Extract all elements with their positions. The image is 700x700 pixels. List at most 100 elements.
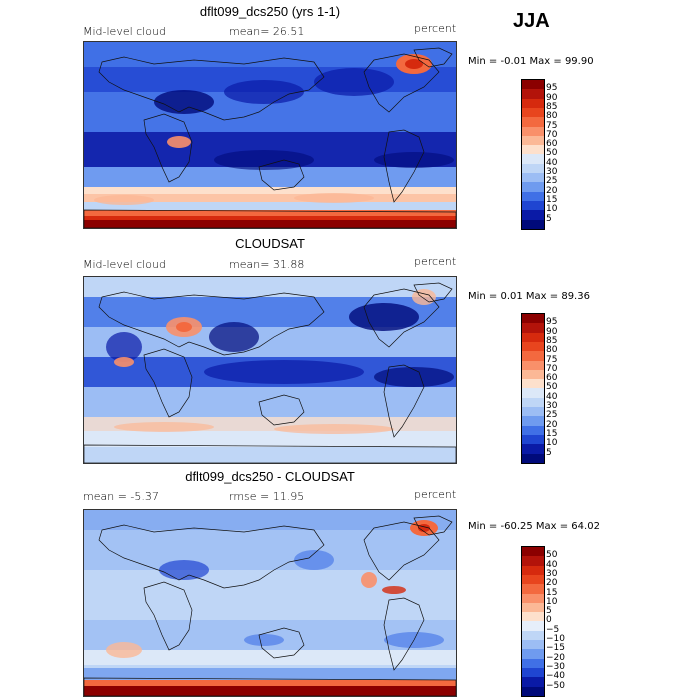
colorbar-swatch: [522, 407, 544, 417]
colorbar-tick-label: 15: [546, 587, 558, 598]
colorbar-tick-label: 10: [546, 596, 558, 607]
colorbar-swatch: [522, 163, 544, 174]
colorbar-swatch: [522, 379, 544, 389]
panel-1-mean-label: mean= 26.51: [229, 25, 305, 38]
colorbar-tick-label: 5: [546, 447, 552, 458]
colorbar-swatch: [522, 323, 544, 334]
colorbar-tick-label: 80: [546, 111, 558, 122]
panel-3-mean-label: mean = -5.37: [83, 490, 159, 503]
colorbar-swatch: [522, 135, 544, 146]
colorbar-box: [521, 546, 545, 697]
colorbar-swatch: [522, 154, 544, 165]
colorbar-swatch: [522, 191, 544, 202]
colorbar-tick-label: 90: [546, 326, 558, 337]
colorbar-swatch: [522, 200, 544, 211]
panel-1-title: dflt099_dcs250 (yrs 1-1): [199, 4, 341, 19]
colorbar-swatch: [522, 89, 544, 100]
colorbar-box: [521, 79, 545, 230]
colorbar-swatch: [522, 397, 544, 408]
colorbar-tick-label: 50: [546, 148, 558, 159]
colorbar-tick-label: 5: [546, 606, 552, 617]
panel-2-map: [83, 276, 457, 464]
colorbar-swatch: [522, 667, 544, 678]
colorbar-tick-label: 50: [546, 382, 558, 393]
panel-1-min-max: Min = -0.01 Max = 99.90: [468, 56, 594, 67]
colorbar-tick-label: 40: [546, 391, 558, 402]
colorbar-swatch: [522, 351, 544, 361]
colorbar-swatch: [522, 219, 544, 230]
panel-3-min-max: Min = -60.25 Max = 64.02: [468, 521, 600, 532]
colorbar-swatch: [522, 341, 544, 352]
colorbar-tick-label: 60: [546, 373, 558, 384]
colorbar-tick-label: 20: [546, 419, 558, 430]
colorbar-swatch: [522, 98, 544, 109]
panel-2-mean-label: mean= 31.88: [229, 258, 305, 271]
colorbar-tick-label: 15: [546, 428, 558, 439]
panel-1-units-label: percent: [414, 22, 457, 35]
colorbar-tick-label: −40: [546, 671, 565, 682]
colorbar-tick-label: −50: [546, 680, 565, 691]
panel-3-rmse-label: rmse = 11.95: [229, 490, 305, 503]
colorbar-swatch: [522, 182, 544, 193]
colorbar-swatch: [522, 658, 544, 669]
colorbar-swatch: [522, 360, 544, 371]
colorbar-tick-label: 85: [546, 335, 558, 346]
colorbar-tick-label: 30: [546, 568, 558, 579]
colorbar-tick-label: −10: [546, 634, 565, 644]
colorbar-swatch: [522, 565, 544, 576]
colorbar-tick-label: 10: [546, 438, 558, 449]
colorbar-swatch: [522, 630, 544, 641]
colorbar-swatch: [522, 593, 544, 604]
colorbar-tick-label: −5: [546, 624, 560, 635]
panel-3-map: [83, 509, 457, 697]
colorbar-tick-label: 10: [546, 204, 558, 215]
colorbar-tick-label: 80: [546, 345, 558, 356]
colorbar-tick-label: 20: [546, 578, 558, 589]
colorbar-tick-label: 50: [546, 550, 558, 561]
colorbar-tick-label: −20: [546, 652, 565, 663]
colorbar-swatch: [522, 444, 544, 454]
colorbar-swatch: [522, 686, 544, 697]
colorbar-swatch: [522, 602, 544, 613]
panel-3-title: dflt099_dcs250 - CLOUDSAT: [185, 469, 355, 484]
colorbar-tick-label: 95: [546, 317, 558, 328]
colorbar-tick-label: 75: [546, 120, 558, 131]
colorbar-tick-label: 30: [546, 401, 558, 411]
season-label: JJA: [513, 10, 550, 32]
colorbar-swatch: [522, 425, 544, 436]
colorbar-swatch: [522, 584, 544, 594]
colorbar-swatch: [522, 388, 544, 399]
colorbar-tick-label: 40: [546, 157, 558, 168]
colorbar-tick-label: 25: [546, 176, 558, 187]
colorbar-swatch: [522, 640, 544, 650]
colorbar-tick-label: 30: [546, 167, 558, 177]
colorbar-swatch: [522, 416, 544, 427]
colorbar-tick-label: 20: [546, 185, 558, 196]
colorbar-tick-label: 40: [546, 559, 558, 570]
colorbar-tick-label: 70: [546, 363, 558, 374]
colorbar-swatch: [522, 210, 544, 220]
colorbar-tick-label: 75: [546, 354, 558, 365]
colorbar-swatch: [522, 556, 544, 567]
colorbar-swatch: [522, 80, 544, 90]
colorbar-tick-label: 60: [546, 139, 558, 150]
colorbar-swatch: [522, 649, 544, 660]
colorbar-tick-label: 90: [546, 92, 558, 103]
colorbar-swatch: [522, 173, 544, 183]
colorbar-swatch: [522, 117, 544, 127]
colorbar-box: [521, 313, 545, 464]
panel-1-variable-label: Mid-level cloud: [83, 25, 166, 38]
panel-2-variable-label: Mid-level cloud: [83, 258, 166, 271]
colorbar-swatch: [522, 612, 544, 622]
colorbar-tick-label: 0: [546, 615, 552, 626]
colorbar-tick-label: −30: [546, 661, 565, 672]
colorbar-swatch: [522, 314, 544, 324]
colorbar-swatch: [522, 574, 544, 585]
colorbar-swatch: [522, 453, 544, 464]
colorbar-swatch: [522, 677, 544, 687]
colorbar-tick-label: 95: [546, 83, 558, 94]
panel-2-units-label: percent: [414, 255, 457, 268]
colorbar-swatch: [522, 434, 544, 445]
colorbar-tick-label: 70: [546, 129, 558, 140]
colorbar-swatch: [522, 547, 544, 557]
